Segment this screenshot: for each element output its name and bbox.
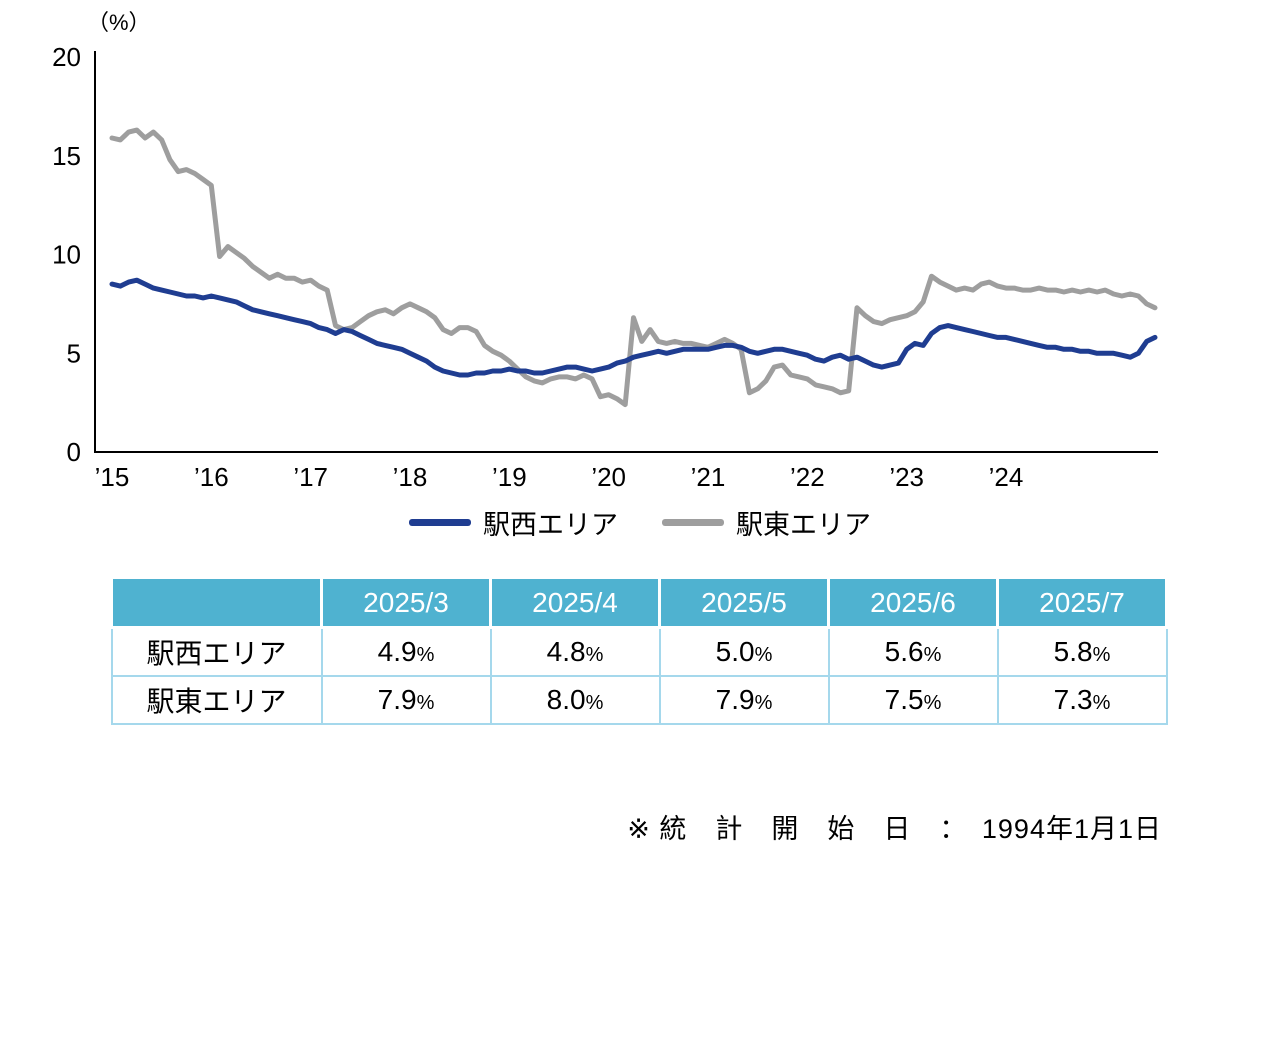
monthly-values-table: 2025/3 2025/4 2025/5 2025/6 2025/7 駅西エリア… bbox=[110, 576, 1168, 725]
row-label-east: 駅東エリア bbox=[110, 674, 323, 725]
value-cell: 7.5% bbox=[827, 674, 999, 725]
legend-item-east: 駅東エリア bbox=[662, 503, 871, 542]
x-tick-label: ’23 bbox=[889, 462, 924, 492]
y-tick-label: 0 bbox=[67, 437, 81, 467]
value-cell: 4.9% bbox=[320, 626, 492, 677]
percent-sign: % bbox=[923, 643, 942, 666]
table-header-2025-4: 2025/4 bbox=[489, 576, 661, 629]
table-header-2025-3: 2025/3 bbox=[320, 576, 492, 629]
x-tick-label: ’19 bbox=[492, 462, 527, 492]
value-cell: 4.8% bbox=[489, 626, 661, 677]
percent-sign: % bbox=[585, 691, 604, 714]
row-label-west: 駅西エリア bbox=[110, 626, 323, 677]
series-line-0 bbox=[109, 277, 1158, 378]
percent-sign: % bbox=[1092, 643, 1111, 666]
table-row-west: 駅西エリア 4.9% 4.8% 5.0% 5.6% 5.8% bbox=[110, 626, 1168, 677]
y-tick-label: 10 bbox=[52, 240, 81, 270]
table-header-2025-5: 2025/5 bbox=[658, 576, 830, 629]
y-tick-label: 5 bbox=[67, 338, 81, 368]
x-tick-label: ’21 bbox=[691, 462, 726, 492]
percent-sign: % bbox=[416, 643, 435, 666]
chart-legend: 駅西エリア 駅東エリア bbox=[0, 502, 1280, 542]
percent-sign: % bbox=[416, 691, 435, 714]
x-tick-label: ’15 bbox=[95, 462, 130, 492]
table-row-east: 駅東エリア 7.9% 8.0% 7.9% 7.5% 7.3% bbox=[110, 674, 1168, 725]
table-header-row: 2025/3 2025/4 2025/5 2025/6 2025/7 bbox=[110, 576, 1168, 629]
percent-sign: % bbox=[923, 691, 942, 714]
y-tick-label: 20 bbox=[52, 42, 81, 72]
legend-label-east: 駅東エリア bbox=[736, 509, 871, 540]
value-cell: 8.0% bbox=[489, 674, 661, 725]
x-tick-label: ’24 bbox=[989, 462, 1024, 492]
value-cell: 7.3% bbox=[996, 674, 1168, 725]
y-axis-unit-label: （%） bbox=[87, 10, 151, 35]
x-tick-label: ’18 bbox=[393, 462, 428, 492]
chart-canvas: （%） 0 5 10 15 20 ’15 ’16 ’17 ’18 ’19 ’20 ’21 ’22 ’23 ’2… bbox=[52, 10, 1158, 492]
x-tick-label: ’17 bbox=[293, 462, 328, 492]
table-corner-cell bbox=[110, 576, 323, 629]
value-cell: 5.6% bbox=[827, 626, 999, 677]
percent-sign: % bbox=[585, 643, 604, 666]
vacancy-rate-line-chart: （%） 0 5 10 15 20 ’15 ’16 ’17 ’18 ’19 ’20 ’21 ’22 ’23 ’2… bbox=[0, 0, 1280, 502]
value-cell: 7.9% bbox=[320, 674, 492, 725]
value-cell: 5.8% bbox=[996, 626, 1168, 677]
x-tick-label: ’22 bbox=[790, 462, 825, 492]
percent-sign: % bbox=[754, 643, 773, 666]
y-tick-label: 15 bbox=[52, 141, 81, 171]
legend-item-west: 駅西エリア bbox=[409, 503, 618, 542]
percent-sign: % bbox=[1092, 691, 1111, 714]
value-cell: 7.9% bbox=[658, 674, 830, 725]
value-cell: 5.0% bbox=[658, 626, 830, 677]
series-line-1 bbox=[109, 127, 1158, 408]
x-tick-label: ’20 bbox=[591, 462, 626, 492]
percent-sign: % bbox=[754, 691, 773, 714]
table-header-2025-7: 2025/7 bbox=[996, 576, 1168, 629]
legend-swatch-west-line bbox=[409, 518, 471, 526]
legend-label-west: 駅西エリア bbox=[483, 509, 618, 540]
statistics-start-date-note: ※ 統 計 開 始 日 ： 1994年1月1日 bbox=[627, 813, 1162, 844]
x-tick-label: ’16 bbox=[194, 462, 229, 492]
table-header-2025-6: 2025/6 bbox=[827, 576, 999, 629]
page: （%） 0 5 10 15 20 ’15 ’16 ’17 ’18 ’19 ’20 ’21 ’22 ’23 ’2… bbox=[0, 0, 1280, 844]
legend-swatch-east-line bbox=[662, 518, 724, 526]
